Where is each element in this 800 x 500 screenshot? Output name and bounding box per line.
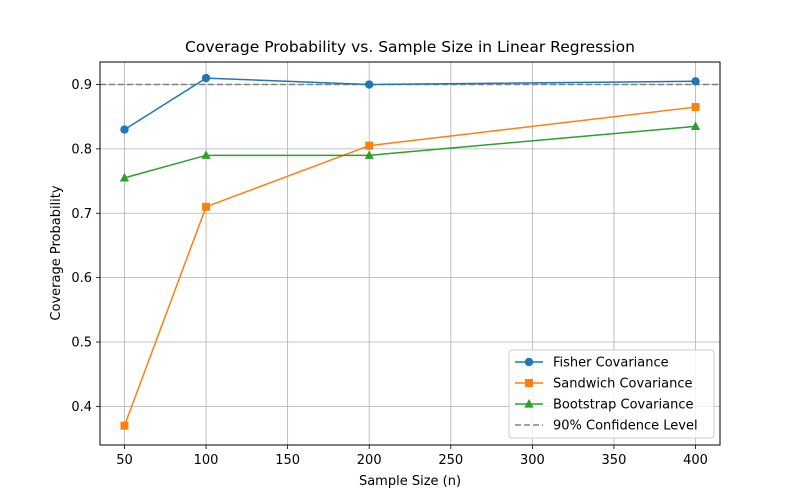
data-point bbox=[691, 77, 700, 86]
legend-label: Fisher Covariance bbox=[553, 356, 669, 371]
y-tick-label: 0.4 bbox=[71, 400, 92, 415]
data-point bbox=[364, 150, 374, 159]
data-point bbox=[365, 80, 374, 89]
y-tick-label: 0.6 bbox=[71, 271, 92, 286]
data-point bbox=[691, 103, 700, 112]
x-axis-label: Sample Size (n) bbox=[359, 474, 461, 489]
y-tick-label: 0.5 bbox=[71, 336, 92, 351]
series-layer bbox=[119, 73, 701, 430]
data-point bbox=[202, 202, 211, 211]
series-line bbox=[124, 77, 696, 131]
data-point bbox=[524, 399, 534, 408]
data-point bbox=[365, 141, 374, 150]
plot-frame bbox=[99, 61, 721, 446]
y-axis-label: Coverage Probability bbox=[49, 185, 64, 320]
x-tick-label: 100 bbox=[194, 453, 219, 468]
data-point bbox=[120, 421, 129, 430]
legend-label: Sandwich Covariance bbox=[553, 377, 692, 392]
series-fisher-covariance bbox=[120, 73, 700, 134]
series-sandwich-covariance bbox=[120, 103, 700, 430]
data-point bbox=[525, 379, 533, 387]
x-tick-label: 200 bbox=[357, 453, 382, 468]
legend-label: Bootstrap Covariance bbox=[553, 398, 694, 413]
data-point bbox=[201, 73, 211, 83]
series-line bbox=[123, 106, 696, 426]
data-point bbox=[690, 121, 701, 130]
x-tick-label: 50 bbox=[116, 453, 133, 468]
x-tick-label: 250 bbox=[438, 453, 463, 468]
x-tick-label: 400 bbox=[683, 453, 708, 468]
data-point bbox=[119, 172, 130, 182]
series-bootstrap-covariance bbox=[119, 121, 701, 182]
data-point bbox=[201, 150, 211, 159]
x-tick-label: 150 bbox=[275, 453, 300, 468]
series-line bbox=[124, 125, 696, 179]
legend-label: 90% Confidence Level bbox=[553, 419, 698, 434]
legend-box bbox=[508, 349, 715, 439]
x-tick-label: 350 bbox=[602, 453, 627, 468]
y-tick-label: 0.7 bbox=[71, 207, 92, 222]
legend: Fisher Covariance Sandwich Covariance Boot… bbox=[508, 349, 715, 439]
data-point bbox=[120, 125, 129, 134]
x-tick-label: 300 bbox=[520, 453, 545, 468]
chart-title: Coverage Probability vs. Sample Size in … bbox=[185, 38, 635, 56]
ticks: 50 100 150 200 250 300 350 400 0.4 0.5 0.6 0.7 0.8 0.… bbox=[71, 78, 708, 468]
y-tick-label: 0.9 bbox=[71, 78, 92, 93]
y-tick-label: 0.8 bbox=[71, 142, 92, 157]
data-point bbox=[524, 357, 534, 367]
